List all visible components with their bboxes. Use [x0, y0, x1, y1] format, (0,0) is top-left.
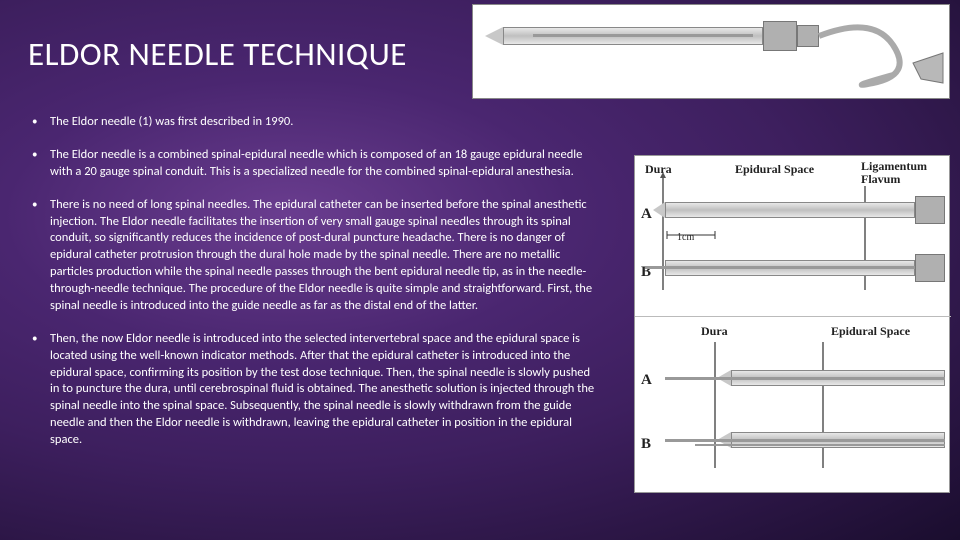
list-item: • Then, the now Eldor needle is introduc… [32, 331, 598, 449]
needle-a2-inner [665, 377, 945, 380]
anatomy-upper-icon [635, 170, 951, 340]
catheter-curve-icon [473, 5, 951, 100]
needle-b-hub [915, 254, 945, 282]
bullet-list: • The Eldor needle (1) was first describ… [28, 114, 598, 465]
needle-a [665, 202, 915, 218]
list-item: • There is no need of long spinal needle… [32, 197, 598, 315]
bullet-dot-icon: • [32, 114, 50, 130]
label-a-top: A [641, 206, 652, 223]
bullet-text: The Eldor needle is a combined spinal-ep… [50, 147, 598, 181]
list-item: • The Eldor needle is a combined spinal-… [32, 147, 598, 181]
diagram-needle-assembly [472, 4, 950, 99]
needle-b2-inner2 [695, 444, 945, 446]
list-item: • The Eldor needle (1) was first describ… [32, 114, 598, 131]
bullet-dot-icon: • [32, 147, 50, 163]
needle-b2-inner [665, 439, 945, 442]
needle-a-tip [653, 202, 665, 218]
label-epidural-bot: Epidural Space [831, 324, 910, 339]
bullet-dot-icon: • [32, 197, 50, 213]
label-b-bot: B [641, 436, 651, 453]
needle-b-inner [645, 266, 925, 269]
anatomy-lower-icon [635, 338, 951, 498]
needle-a-hub [915, 196, 945, 224]
diagram-divider [635, 316, 951, 317]
scale-bar-icon [665, 228, 725, 242]
bullet-text: The Eldor needle (1) was first described… [50, 114, 598, 131]
diagram-anatomy: Dura Epidural Space Ligamentum Flavum A … [634, 155, 950, 493]
bullet-dot-icon: • [32, 331, 50, 347]
label-dura-bot: Dura [701, 324, 728, 339]
bullet-text: There is no need of long spinal needles.… [50, 197, 598, 315]
label-a-bot: A [641, 372, 652, 389]
bullet-text: Then, the now Eldor needle is introduced… [50, 331, 598, 449]
slide: Dura Epidural Space Ligamentum Flavum A … [0, 0, 960, 540]
